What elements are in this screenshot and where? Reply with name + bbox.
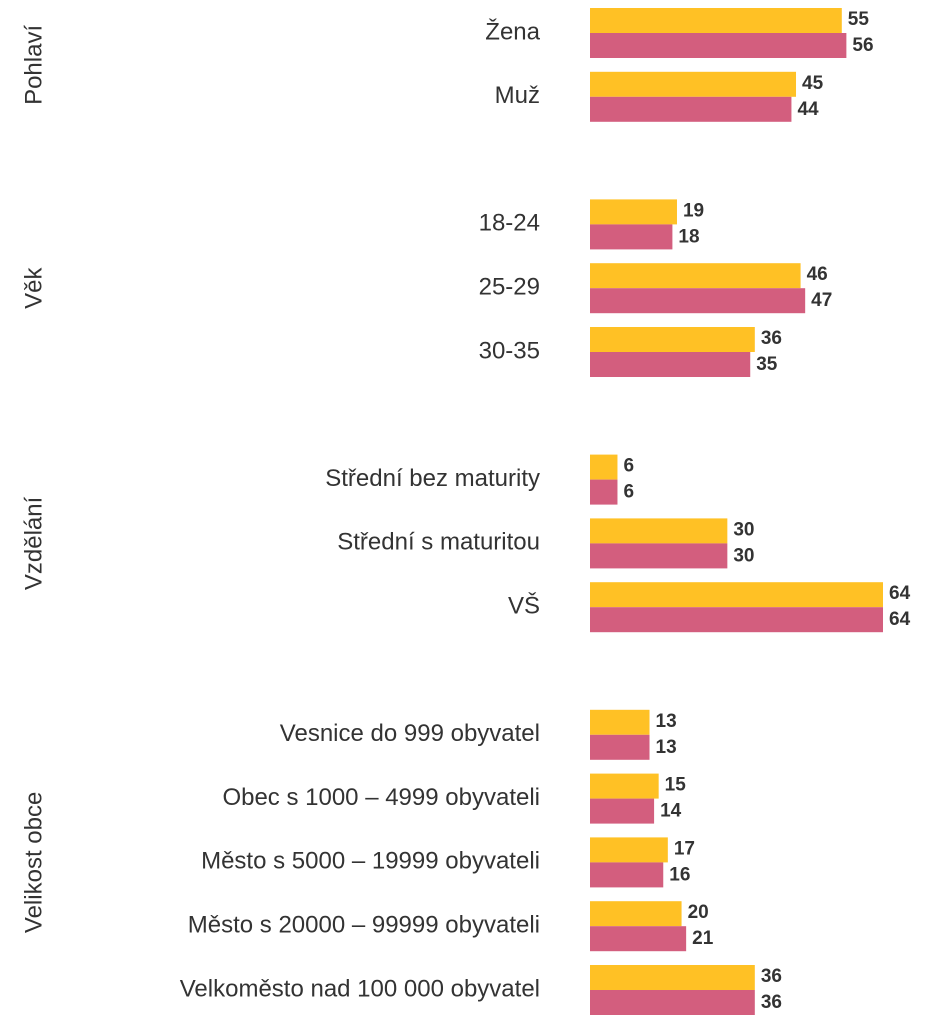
value-label: 64 [889,609,911,630]
value-label: 6 [623,456,634,477]
category-label: Město s 5000 – 19999 obyvateli [201,848,540,875]
value-label: 14 [660,801,682,822]
bar [590,33,847,58]
bar [590,352,751,377]
value-label: 30 [733,519,754,540]
bar [590,734,650,760]
group-label: Velikost obce [20,792,47,933]
bar [590,837,668,863]
value-label: 46 [807,264,828,285]
category-label: Obec s 1000 – 4999 obyvateli [222,784,540,811]
value-label: 15 [665,775,687,796]
group-label: Pohlaví [20,25,47,105]
bar [590,96,792,122]
value-label: 13 [656,737,677,758]
bar [590,965,755,990]
value-label: 47 [811,290,832,311]
bar [590,773,659,799]
bar [590,479,618,505]
value-label: 35 [756,354,778,375]
category-label: Muž [495,82,540,109]
value-label: 36 [761,992,782,1013]
bar [590,582,883,608]
bar [590,224,673,250]
group-label: Vzdělání [20,496,47,590]
value-label: 36 [761,328,782,349]
value-label: 44 [797,99,819,120]
value-label: 18 [678,226,699,247]
bar [590,199,677,225]
category-label: 25-29 [479,274,540,301]
bar [590,71,797,97]
value-label: 30 [733,545,754,566]
category-label: 18-24 [479,210,540,237]
category-label: Střední s maturitou [337,529,540,556]
bar [590,288,806,314]
bar [590,454,618,480]
value-label: 13 [656,711,677,732]
bar [590,990,755,1015]
bar [590,798,655,824]
category-label: VŠ [508,592,540,620]
value-label: 21 [692,928,714,949]
category-label: Velkoměsto nad 100 000 obyvatel [180,975,540,1002]
category-label: Žena [485,18,540,45]
value-label: 16 [669,864,690,885]
value-label: 36 [761,966,782,987]
bar [590,607,883,633]
value-label: 17 [674,838,695,859]
value-label: 20 [688,902,709,923]
value-label: 55 [848,9,870,30]
category-label: Město s 20000 – 99999 obyvateli [188,912,540,939]
bar [590,543,728,569]
value-label: 56 [852,35,873,56]
bar [590,327,755,352]
value-label: 45 [802,73,824,94]
value-label: 6 [623,482,634,503]
value-label: 19 [683,200,704,221]
category-label: 30-35 [479,337,540,364]
bar [590,926,687,952]
value-label: 64 [889,583,911,604]
bar [590,263,801,289]
bar [590,901,682,927]
category-label: Střední bez maturity [325,465,540,492]
bar [590,8,842,33]
bar [590,709,650,735]
category-label: Vesnice do 999 obyvatel [280,720,540,747]
bar [590,862,664,888]
group-label: Věk [20,267,47,309]
bar [590,518,728,544]
